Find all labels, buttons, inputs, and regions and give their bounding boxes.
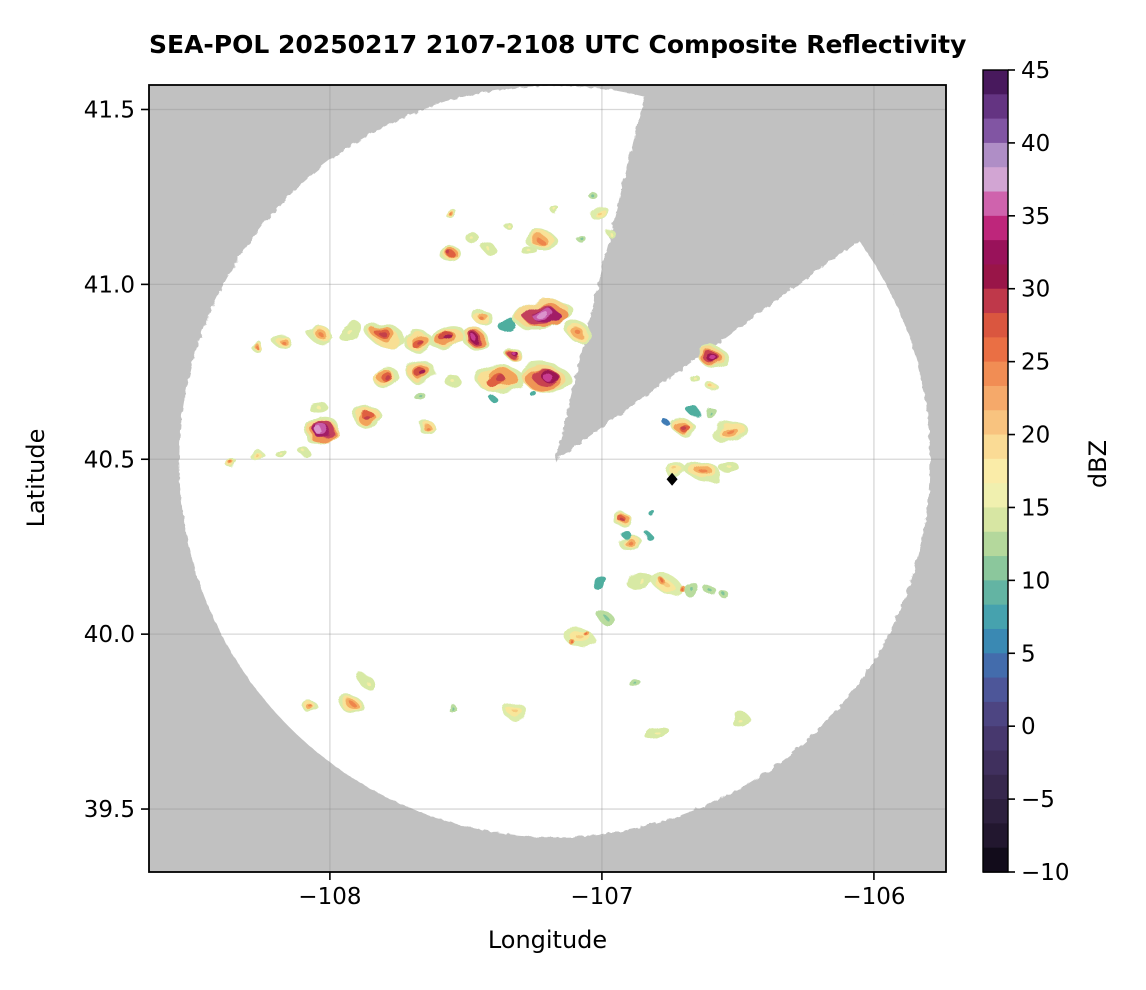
colorbar-tick-label: 40	[1021, 131, 1050, 157]
colorbar-tick-label: 35	[1021, 204, 1050, 230]
y-tick-label: 41.0	[84, 272, 135, 298]
colorbar-tick-label: 15	[1021, 495, 1050, 521]
page-title: SEA-POL 20250217 2107-2108 UTC Composite…	[149, 30, 967, 59]
gridlines	[149, 85, 946, 872]
blocked-sector-wedge	[554, 85, 946, 462]
colorbar-tick-label: −5	[1021, 787, 1055, 813]
x-tick-label: −108	[298, 884, 361, 910]
colorbar: 45 40 35 30 25 20 15 10 5 0 −5 −10	[982, 58, 1070, 886]
x-tick-label: −107	[570, 884, 633, 910]
axis-ticks-and-labels: −108 −107 −106 41.5 41.0 40.5 40.0 39.5	[84, 97, 906, 910]
x-tick-label: −106	[842, 884, 905, 910]
y-tick-label: 40.5	[84, 447, 135, 473]
reflectivity-echoes	[223, 190, 752, 741]
colorbar-tick-label: 5	[1021, 641, 1036, 667]
colorbar-tick-label: 0	[1021, 714, 1036, 740]
plot-border	[148, 84, 947, 873]
site-marker-diamond	[666, 472, 678, 486]
colorbar-tick-label: 20	[1021, 423, 1050, 449]
colorbar-tick-label: 30	[1021, 277, 1050, 303]
y-axis-label: Latitude	[22, 428, 50, 528]
plot-area	[149, 85, 946, 872]
x-axis-label: Longitude	[487, 926, 608, 954]
y-tick-label: 41.5	[84, 97, 135, 123]
colorbar-border	[982, 69, 1009, 873]
colorbar-tick-label: −10	[1021, 860, 1070, 886]
colorbar-tick-label: 10	[1021, 568, 1050, 594]
y-tick-label: 39.5	[84, 797, 135, 823]
colorbar-tick-label: 25	[1021, 350, 1050, 376]
colorbar-tick-label: 45	[1021, 58, 1050, 84]
y-tick-label: 40.0	[84, 622, 135, 648]
colorbar-label: dBZ	[1084, 439, 1112, 489]
